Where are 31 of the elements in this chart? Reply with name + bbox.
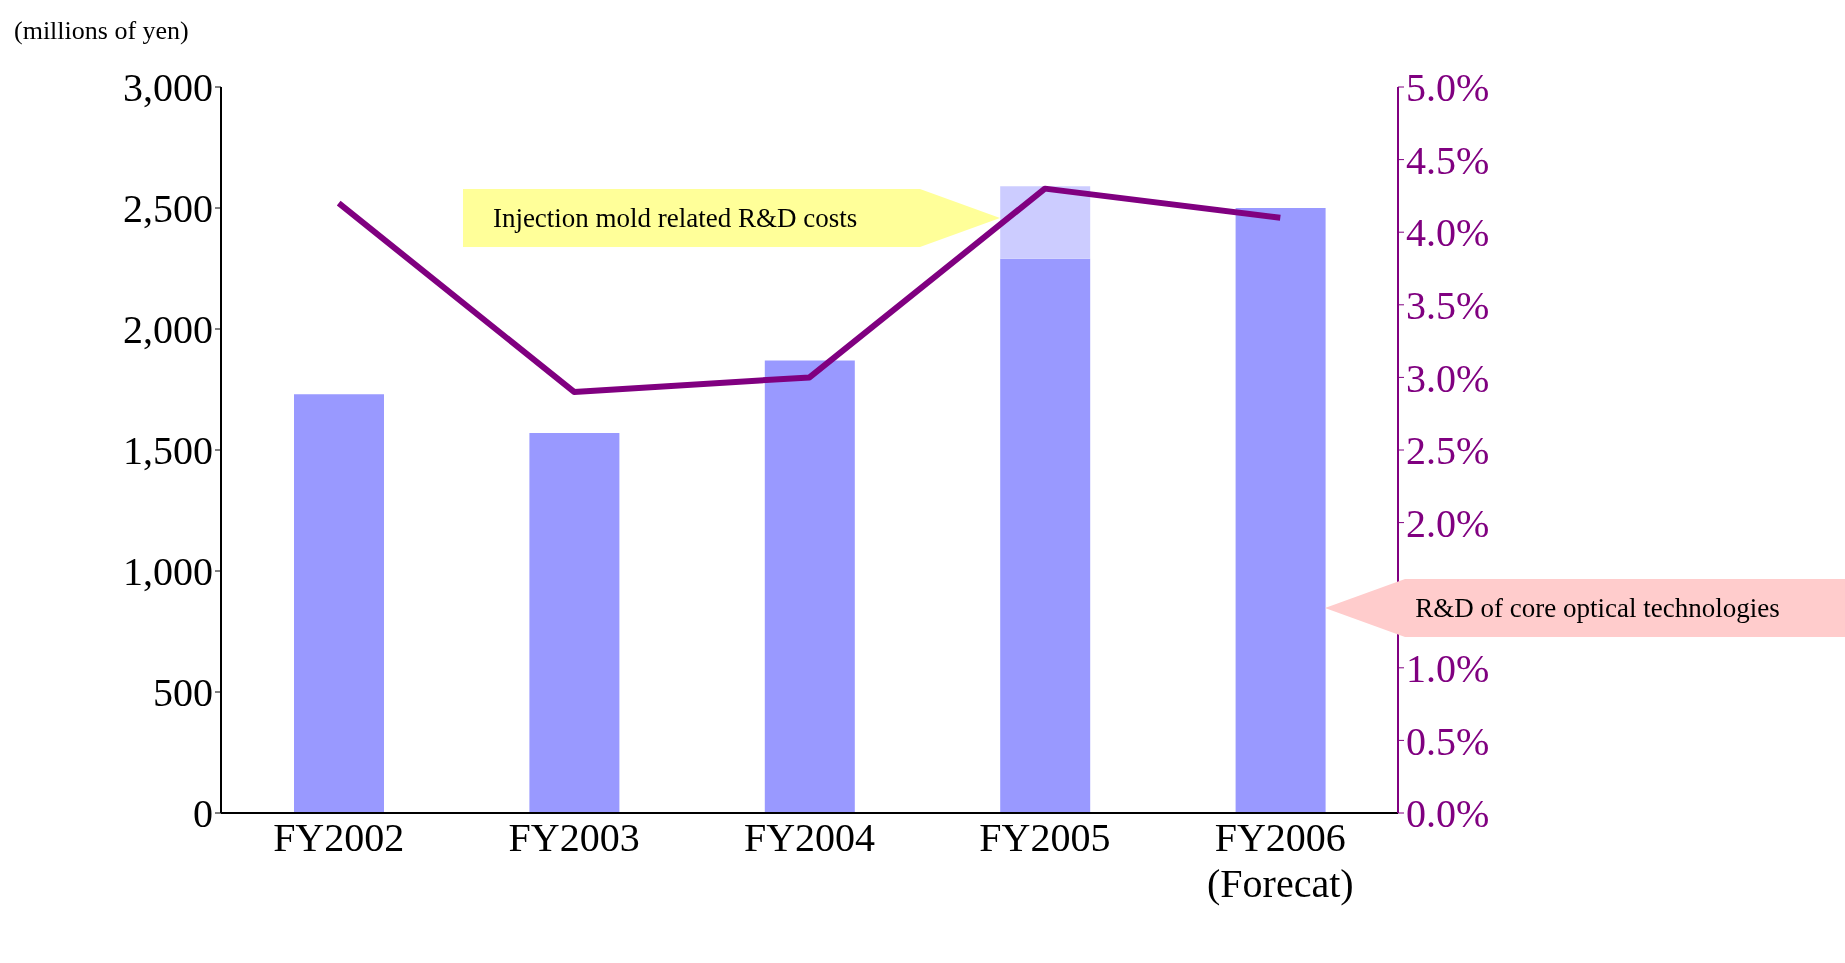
- bar: [294, 394, 384, 813]
- y-tick-label: 0: [193, 791, 213, 836]
- annotation: Injection mold related R&D costs: [492, 202, 858, 235]
- y-tick-label: 2,000: [123, 307, 213, 352]
- y2-tick-label: 3.0%: [1406, 355, 1490, 401]
- bar: [1235, 208, 1326, 813]
- y2-tick-label: 0.5%: [1406, 718, 1490, 764]
- x-tick-label: FY2002: [273, 815, 405, 860]
- y2-tick-label: 0.0%: [1406, 791, 1490, 837]
- y2-tick-label: 4.0%: [1406, 210, 1490, 256]
- y2-tick-label: 3.5%: [1406, 283, 1490, 328]
- y-tick-label: 2,500: [123, 186, 213, 231]
- y2-tick-label: 1.0%: [1406, 646, 1490, 691]
- y2-tick-label: 2.5%: [1406, 428, 1490, 474]
- bar: [1000, 186, 1091, 259]
- y2-tick-label: 4.5%: [1406, 137, 1490, 183]
- x-tick-label: FY2005: [979, 815, 1111, 860]
- x-tick-label: FY2003: [508, 815, 640, 860]
- x-tick-label: FY2004: [743, 815, 876, 860]
- bar: [529, 433, 620, 813]
- y-tick-label: 500: [153, 670, 213, 715]
- y2-tick-label: 5.0%: [1406, 65, 1490, 111]
- bar: [764, 360, 855, 813]
- x-tick-label: FY2006 (Forecat): [1207, 815, 1354, 906]
- y-tick-label: 3,000: [123, 65, 213, 110]
- bar: [1000, 258, 1091, 813]
- y-axis-title: (millions of yen): [14, 16, 189, 46]
- y-tick-label: 1,500: [123, 428, 213, 473]
- text: R&D of core optical technologies: [1415, 592, 1780, 625]
- y2-tick-label: 2.0%: [1406, 500, 1490, 546]
- y-tick-label: 1,000: [123, 549, 213, 594]
